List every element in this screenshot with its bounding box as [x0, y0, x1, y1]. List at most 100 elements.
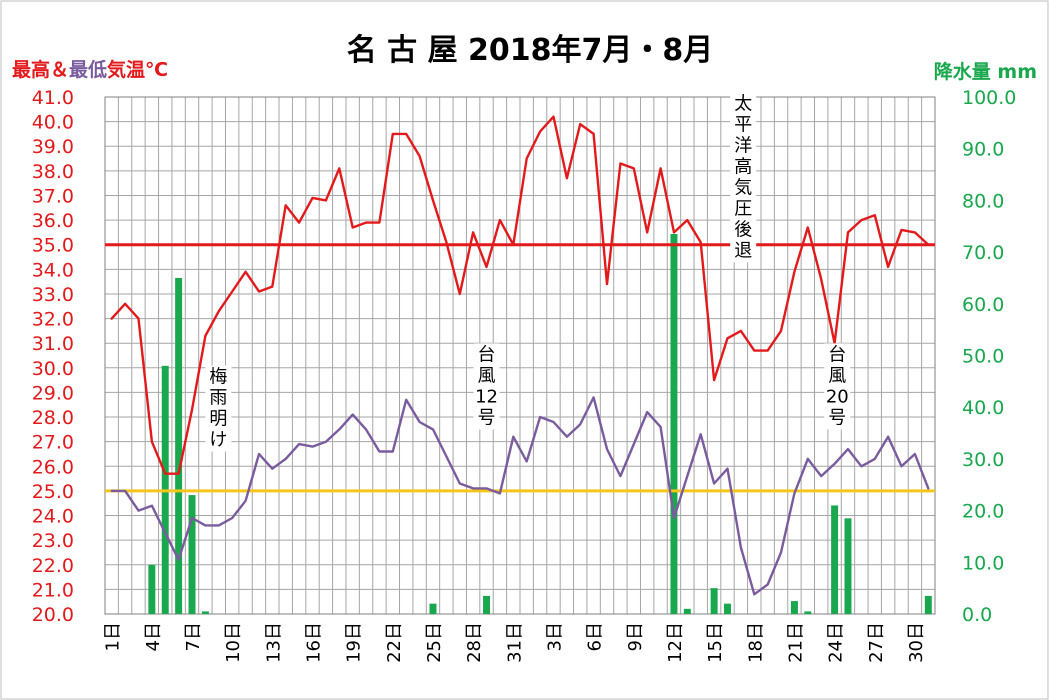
y-left-tick-label: 41.0: [32, 87, 74, 109]
y-left-tick-label: 39.0: [32, 136, 74, 158]
x-tick-label: 28日: [464, 622, 485, 663]
annotation-background: [473, 343, 500, 430]
y-right-tick-label: 0.0: [962, 604, 992, 626]
annotation-text-typhoon12: 風: [478, 365, 496, 386]
x-tick-label: 3日: [544, 622, 565, 651]
x-tick-label: 24日: [826, 622, 847, 663]
y-left-tick-label: 24.0: [32, 506, 74, 528]
precip-bar: [201, 611, 209, 614]
y-left-tick-label: 31.0: [32, 333, 74, 355]
y-right-tick-label: 70.0: [962, 242, 1004, 264]
y-left-tick-label: 38.0: [32, 161, 74, 183]
y-left-tick-label: 30.0: [32, 358, 74, 380]
x-tick-label: 12日: [665, 622, 686, 663]
precip-bar: [724, 603, 731, 614]
precip-bar: [429, 603, 437, 614]
precip-bar: [804, 611, 812, 614]
y-right-tick-label: 90.0: [962, 139, 1004, 161]
x-tick-label: 16日: [304, 622, 325, 663]
annotation-text-pacific-high: 後: [734, 219, 752, 240]
y-left-tick-label: 26.0: [32, 456, 74, 478]
x-tick-label: 6日: [585, 622, 606, 651]
annotation-text-typhoon20: 号: [828, 407, 846, 428]
x-tick-label: 10日: [223, 622, 244, 663]
annotation-background: [205, 365, 232, 452]
annotation-text-typhoon12: 号: [478, 407, 496, 428]
precip-bar: [831, 505, 839, 614]
annotation-text-typhoon20: 台: [828, 344, 846, 365]
annotation-text-pacific-high: 洋: [734, 135, 752, 156]
x-tick-label: 15日: [705, 622, 726, 663]
precip-bar: [924, 595, 932, 614]
series-line-max: [110, 115, 930, 475]
y-left-tick-label: 25.0: [32, 481, 74, 503]
y-left-tick-label: 21.0: [32, 579, 74, 601]
annotation-text-pacific-high: 退: [734, 240, 752, 261]
y-right-tick-label: 80.0: [962, 190, 1004, 212]
annotation-text-typhoon12: 台: [478, 344, 496, 365]
x-tick-label: 18日: [745, 622, 766, 663]
x-tick-label: 13日: [263, 622, 284, 663]
precip-bar: [483, 595, 491, 614]
annotation-text-typhoon12: 12: [475, 386, 498, 407]
y-left-tick-label: 34.0: [32, 259, 74, 281]
y-left-axis-label-part: 気温℃: [107, 58, 168, 81]
series-line-min: [110, 396, 930, 596]
annotation-text-pacific-high: 平: [734, 114, 752, 135]
x-tick-label: 27日: [866, 622, 887, 663]
precip-bar: [148, 564, 156, 614]
annotation-text-tsuyu: 雨: [209, 388, 227, 409]
y-left-tick-label: 23.0: [32, 530, 74, 552]
y-right-tick-label: 60.0: [962, 294, 1004, 316]
y-left-tick-label: 28.0: [32, 407, 74, 429]
y-left-tick-label: 37.0: [32, 185, 74, 207]
y-right-tick-label: 100.0: [962, 87, 1016, 109]
y-right-tick-label: 10.0: [962, 552, 1004, 574]
annotation-text-tsuyu: け: [209, 430, 227, 451]
x-tick-label: 1日: [103, 622, 124, 651]
annotation-text-pacific-high: 圧: [734, 198, 752, 219]
annotation-background: [730, 92, 757, 263]
y-left-tick-label: 36.0: [32, 210, 74, 232]
annotation-text-pacific-high: 高: [734, 156, 752, 177]
precip-bar: [188, 495, 196, 614]
y-left-axis-label-part: ＆: [50, 59, 69, 81]
x-tick-label: 19日: [344, 622, 365, 663]
y-right-tick-label: 20.0: [962, 501, 1004, 523]
y-left-tick-label: 27.0: [32, 432, 74, 454]
x-tick-label: 31日: [504, 622, 525, 663]
precip-bar: [710, 588, 718, 614]
y-left-tick-label: 29.0: [32, 382, 74, 404]
x-tick-label: 25日: [424, 622, 445, 663]
annotation-text-typhoon20: 20: [826, 386, 849, 407]
x-tick-label: 7日: [183, 622, 204, 651]
x-tick-label: 22日: [384, 622, 405, 663]
y-right-tick-label: 50.0: [962, 346, 1004, 368]
y-left-axis-label-part: 最低: [69, 58, 107, 81]
y-left-tick-label: 20.0: [32, 604, 74, 626]
x-tick-label: 9日: [625, 622, 646, 651]
y-left-axis-label: 最高＆最低気温℃: [12, 58, 168, 81]
annotation-text-tsuyu: 明: [209, 409, 227, 430]
plot-area-border: [104, 96, 936, 615]
y-left-tick-label: 35.0: [32, 235, 74, 257]
annotation-text-pacific-high: 太: [734, 93, 752, 114]
y-left-tick-label: 40.0: [32, 112, 74, 134]
y-left-tick-label: 32.0: [32, 309, 74, 331]
x-tick-label: 30日: [906, 622, 927, 663]
y-left-tick-label: 33.0: [32, 284, 74, 306]
y-left-axis-label-part: 最高: [12, 58, 50, 81]
annotation-text-tsuyu: 梅: [209, 367, 227, 388]
precip-bar: [670, 234, 678, 614]
precip-bar: [790, 601, 798, 614]
y-right-tick-label: 30.0: [962, 449, 1004, 471]
y-right-tick-label: 40.0: [962, 397, 1004, 419]
y-left-tick-label: 22.0: [32, 555, 74, 577]
x-tick-label: 21日: [785, 622, 806, 663]
annotation-text-typhoon20: 風: [828, 365, 846, 386]
precip-bar: [175, 277, 183, 614]
precip-bar: [683, 608, 691, 614]
chart-title: 名 古 屋 2018年7月・8月: [347, 33, 714, 68]
